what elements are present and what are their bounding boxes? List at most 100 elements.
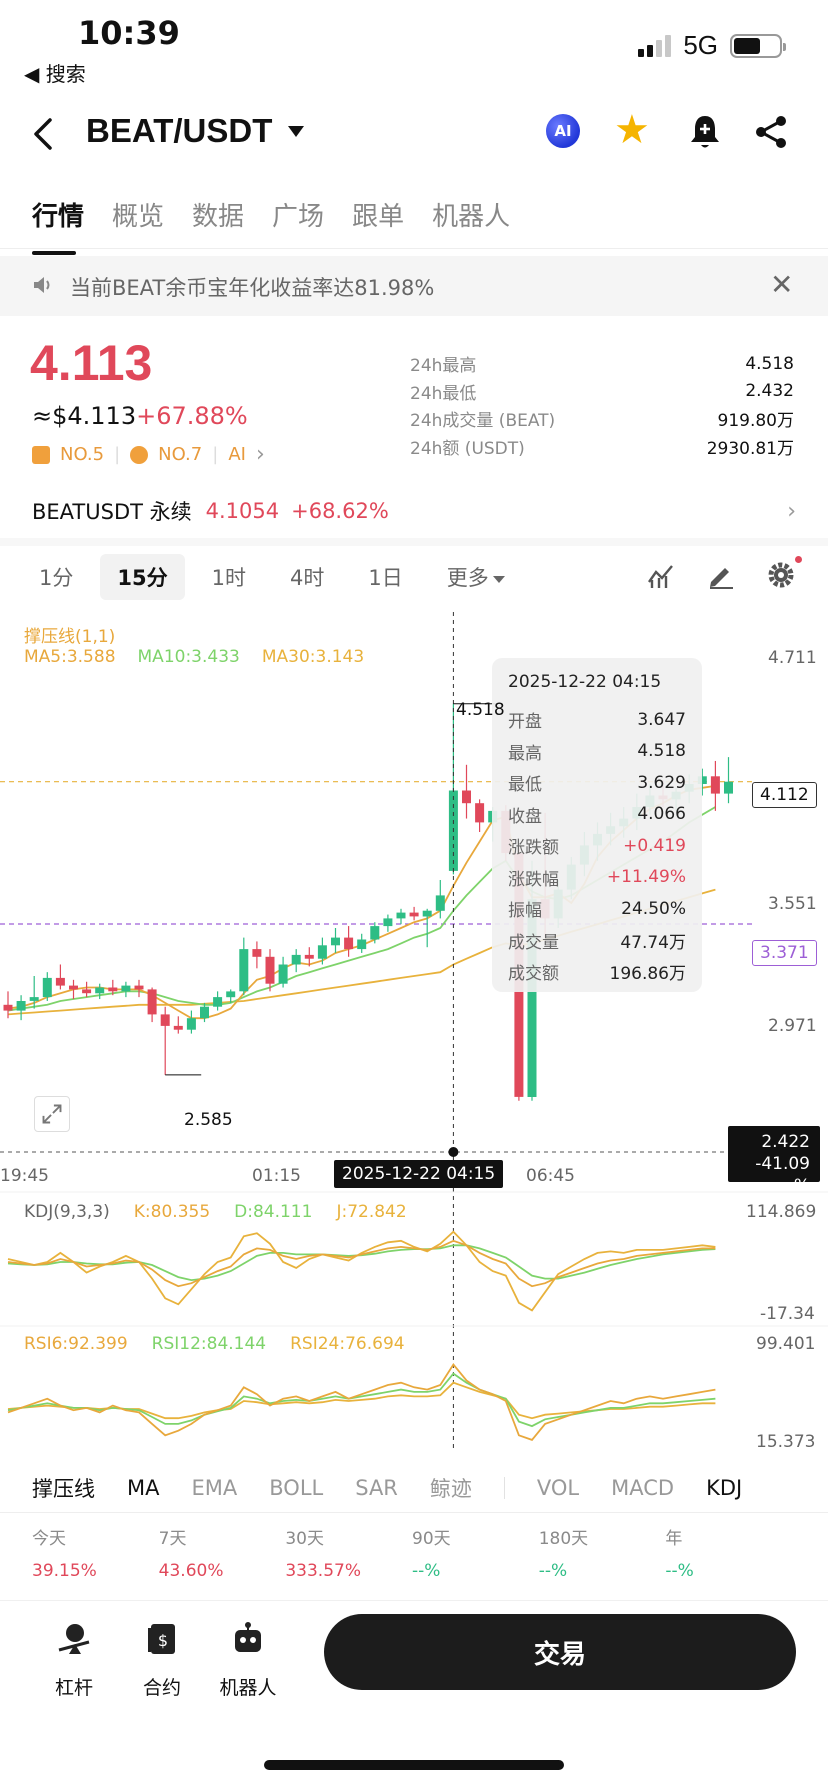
tooltip-key: 涨跌幅	[508, 869, 559, 890]
chevron-right-icon[interactable]: ›	[787, 498, 796, 524]
tooltip-row: 收盘 4.066	[508, 799, 686, 831]
draw-pen-icon[interactable]	[706, 560, 736, 590]
candle-body	[435, 895, 445, 911]
interval-1d[interactable]: 1日	[368, 566, 403, 590]
stat-label: 24h最低	[410, 383, 477, 404]
share-icon[interactable]	[754, 114, 788, 150]
back-arrow-icon[interactable]	[26, 114, 62, 154]
ind-macd[interactable]: MACD	[611, 1476, 675, 1500]
interval-1m[interactable]: 1分	[39, 566, 74, 590]
interval-tabs: 1分 15分 1时 4时 1日 更多	[22, 554, 532, 600]
fullscreen-expand-icon[interactable]	[34, 1096, 70, 1132]
ma-legend: MA5:3.588 MA10:3.433 MA30:3.143	[24, 647, 364, 667]
tab-data[interactable]: 数据	[192, 202, 245, 232]
last-price: 4.113	[30, 335, 153, 391]
close-icon[interactable]: ✕	[770, 268, 794, 301]
pair-dropdown-icon[interactable]	[288, 126, 304, 137]
perpetual-name[interactable]: BEATUSDT 永续	[32, 500, 192, 524]
return-value: 43.60%	[158, 1561, 224, 1581]
tab-market[interactable]: 行情	[32, 196, 84, 255]
interval-15m[interactable]: 15分	[100, 554, 185, 600]
divider: |	[114, 444, 121, 465]
y-tick: 2.971	[768, 1016, 817, 1036]
divider: |	[212, 444, 219, 465]
settings-gear-icon[interactable]	[766, 556, 802, 590]
tab-square[interactable]: 广场	[272, 202, 325, 232]
perpetual-row[interactable]: BEATUSDT 永续 4.1054 +68.62% ›	[32, 496, 796, 526]
ind-ma[interactable]: MA	[127, 1476, 160, 1500]
rank-heart-icon	[130, 445, 149, 464]
interval-more[interactable]: 更多	[430, 554, 522, 600]
ind-whale[interactable]: 鲸迹	[429, 1477, 472, 1501]
interval-4h[interactable]: 4时	[289, 566, 325, 590]
return-item: 今天 39.15%	[32, 1524, 159, 1581]
interval-1h[interactable]: 1时	[211, 566, 246, 590]
indicator-icon[interactable]	[646, 560, 676, 590]
ind-vol[interactable]: VOL	[536, 1476, 580, 1500]
ind-support-line[interactable]: 撑压线	[32, 1477, 95, 1501]
divider	[0, 1600, 828, 1601]
return-item: 7天 43.60%	[159, 1524, 286, 1581]
candle-body	[527, 899, 537, 1097]
tooltip-value: 3.629	[637, 772, 686, 793]
contract-button[interactable]: $ 合约	[122, 1620, 202, 1700]
kline-chart[interactable]	[0, 608, 828, 1456]
tooltip-value: +0.419	[623, 835, 686, 856]
rsi12: RSI12:84.144	[151, 1334, 267, 1354]
candle-body	[108, 987, 118, 992]
stats-panel: 24h最高 4.518 24h最低 2.432 24h成交量 (BEAT) 919.8…	[410, 350, 794, 460]
rsi6-line	[7, 1362, 716, 1441]
tooltip-value: +11.49%	[606, 867, 686, 888]
candle-body	[710, 776, 720, 794]
candle-body	[462, 790, 471, 804]
pair-title[interactable]: BEAT/USDT	[86, 112, 273, 149]
ai-icon[interactable]: AI	[546, 114, 580, 148]
ind-boll[interactable]: BOLL	[269, 1476, 324, 1500]
tooltip-key: 最高	[508, 743, 542, 764]
contract-label: 合约	[142, 1677, 181, 1699]
crosshair-dot	[448, 1147, 459, 1157]
candle-body	[3, 1004, 13, 1011]
candle-body	[29, 997, 39, 1001]
section-divider	[0, 538, 828, 546]
low-price-tag: 2.422 -41.09 %	[728, 1126, 820, 1196]
tab-bot[interactable]: 机器人	[432, 202, 511, 232]
candle-body	[95, 987, 105, 994]
favorite-star-icon[interactable]: ★	[614, 107, 650, 153]
kdj-k-line	[7, 1239, 716, 1288]
candle-body	[344, 937, 354, 950]
tab-overview[interactable]: 概览	[112, 202, 165, 232]
announcement-bar[interactable]	[0, 256, 828, 316]
rank-ai[interactable]: AI	[228, 444, 246, 465]
trade-button[interactable]: 交易	[324, 1614, 796, 1690]
rsi-min: 15.373	[756, 1432, 816, 1452]
tooltip-row: 最低 3.629	[508, 767, 686, 799]
ind-ema[interactable]: EMA	[191, 1476, 238, 1500]
rank-row[interactable]: NO.5 | NO.7 | AI ›	[32, 442, 265, 467]
status-back-to-search[interactable]: ◀ 搜索	[24, 62, 86, 86]
rank-2[interactable]: NO.7	[158, 444, 203, 465]
tab-copy-trading[interactable]: 跟单	[352, 202, 405, 232]
ind-sar[interactable]: SAR	[355, 1476, 398, 1500]
chevron-right-icon[interactable]: ›	[255, 442, 265, 467]
bot-button[interactable]: 机器人	[208, 1620, 288, 1700]
tooltip-row: 成交额 196.86万	[508, 956, 686, 988]
rank-1[interactable]: NO.5	[60, 444, 105, 465]
return-value: 333.57%	[285, 1561, 361, 1581]
candle-body	[383, 918, 393, 927]
return-period: 年	[665, 1529, 683, 1549]
announcement-text[interactable]: 当前BEAT余币宝年化收益率达81.98%	[70, 276, 435, 300]
period-returns: 今天 39.15% 7天 43.60% 30天 333.57% 90天 --% 180天…	[32, 1524, 792, 1581]
tooltip-key: 收盘	[508, 806, 542, 827]
leverage-label: 杠杆	[54, 1677, 93, 1699]
price-alert-bell-icon[interactable]	[688, 112, 722, 152]
candle-body	[409, 912, 419, 917]
ind-kdj[interactable]: KDJ	[706, 1476, 743, 1500]
home-indicator[interactable]	[264, 1760, 564, 1770]
bot-label: 机器人	[219, 1677, 277, 1699]
x-tick: 19:45	[0, 1166, 49, 1186]
leverage-button[interactable]: 杠杆	[34, 1620, 114, 1700]
tooltip-key: 振幅	[508, 901, 542, 922]
low-tag-pct: -41.09 %	[755, 1154, 810, 1196]
candle-body	[226, 991, 236, 998]
